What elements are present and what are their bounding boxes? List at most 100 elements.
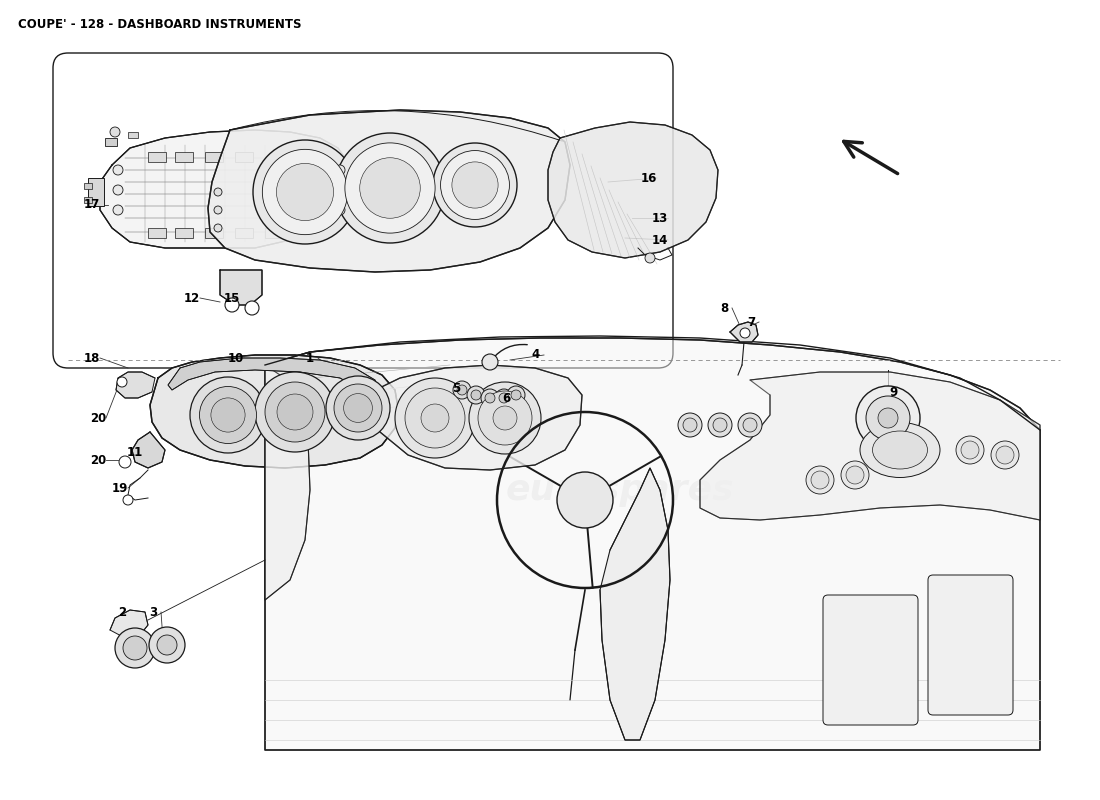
Circle shape [456,385,468,395]
Circle shape [866,396,910,440]
Polygon shape [548,122,718,258]
Text: 19: 19 [112,482,129,494]
Circle shape [481,389,499,407]
Polygon shape [600,468,670,740]
Polygon shape [700,372,1040,520]
Text: 15: 15 [223,291,240,305]
Circle shape [453,381,471,399]
Circle shape [245,301,258,315]
Text: 11: 11 [126,446,143,458]
Circle shape [499,393,509,403]
Text: 13: 13 [652,211,668,225]
Text: COUPE' - 128 - DASHBOARD INSTRUMENTS: COUPE' - 128 - DASHBOARD INSTRUMENTS [18,18,301,31]
Circle shape [856,386,920,450]
Text: 4: 4 [532,349,540,362]
Circle shape [345,143,436,233]
Polygon shape [208,110,570,272]
Text: 18: 18 [84,351,100,365]
Bar [148,228,166,238]
Bar [88,178,104,206]
Circle shape [123,495,133,505]
Circle shape [214,188,222,196]
Circle shape [253,140,358,244]
Bar [175,152,192,162]
Polygon shape [110,610,148,638]
Text: 10: 10 [228,351,244,365]
Text: 6: 6 [502,391,510,405]
Bar [148,152,166,162]
Circle shape [336,205,345,215]
Text: 2: 2 [118,606,127,618]
Circle shape [485,393,495,403]
Circle shape [334,384,382,432]
Text: 12: 12 [184,291,200,305]
Circle shape [740,328,750,338]
Circle shape [996,446,1014,464]
Text: 16: 16 [641,171,657,185]
Circle shape [421,404,449,432]
Circle shape [255,372,336,452]
Text: eurospares: eurospares [180,228,409,262]
Polygon shape [265,338,1040,750]
Circle shape [738,413,762,437]
Circle shape [557,472,613,528]
Polygon shape [220,270,262,305]
Text: 20: 20 [90,454,106,466]
Circle shape [336,133,446,243]
Circle shape [811,471,829,489]
Circle shape [395,378,475,458]
Circle shape [265,382,324,442]
Circle shape [263,150,348,234]
Circle shape [336,185,345,195]
Circle shape [214,206,222,214]
Text: 7: 7 [747,315,755,329]
Bar [205,152,223,162]
Text: 8: 8 [719,302,728,314]
Bar [84,183,92,189]
Circle shape [469,382,541,454]
Circle shape [742,418,757,432]
Bar [205,228,223,238]
Bar [128,132,138,138]
Circle shape [495,389,513,407]
Circle shape [471,390,481,400]
Circle shape [806,466,834,494]
FancyBboxPatch shape [823,595,918,725]
Bar [104,138,117,146]
Circle shape [512,390,521,400]
Circle shape [336,165,345,175]
Bar [235,152,253,162]
Text: 9: 9 [889,386,898,399]
Circle shape [157,635,177,655]
Polygon shape [150,355,398,468]
Circle shape [190,377,266,453]
Circle shape [493,406,517,430]
Text: 1: 1 [306,351,315,365]
Circle shape [117,377,126,387]
Circle shape [199,386,256,443]
Circle shape [405,388,465,448]
Text: eurospares: eurospares [506,473,735,507]
Circle shape [507,386,525,404]
Ellipse shape [872,431,927,469]
Bar [235,228,253,238]
Circle shape [441,150,509,219]
Circle shape [110,127,120,137]
Circle shape [846,466,864,484]
Bar [175,228,192,238]
Circle shape [211,398,245,432]
Circle shape [961,441,979,459]
Text: 17: 17 [84,198,100,211]
Circle shape [343,394,373,422]
Circle shape [214,224,222,232]
Circle shape [148,627,185,663]
Text: 5: 5 [452,382,460,394]
Circle shape [678,413,702,437]
Circle shape [113,205,123,215]
Circle shape [478,391,532,445]
Circle shape [113,165,123,175]
Bar [265,228,283,238]
Text: 20: 20 [90,411,106,425]
Text: 3: 3 [148,606,157,618]
Circle shape [708,413,732,437]
